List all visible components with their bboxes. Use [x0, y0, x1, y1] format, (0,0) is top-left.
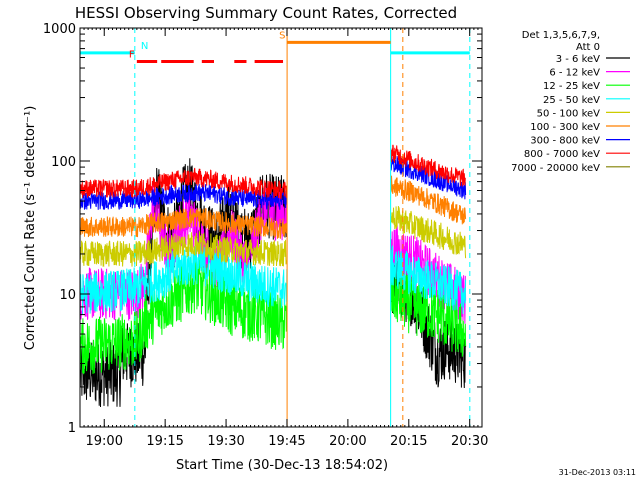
- legend-label: 800 - 7000 keV: [524, 149, 600, 160]
- generated-timestamp: 31-Dec-2013 03:11: [559, 468, 636, 477]
- x-tick-label: 19:45: [268, 434, 305, 449]
- y-tick-label: 1000: [43, 22, 76, 37]
- chart-title: HESSI Observing Summary Count Rates, Cor…: [75, 4, 457, 22]
- legend-label: 6 - 12 keV: [549, 68, 600, 79]
- legend-label: 300 - 800 keV: [530, 136, 600, 147]
- y-tick-label: 10: [59, 288, 76, 303]
- y-axis-label: Corrected Count Rate (s⁻¹ detector⁻¹): [23, 106, 38, 351]
- y-tick-label: 100: [51, 155, 76, 170]
- x-tick-label: 19:00: [86, 434, 123, 449]
- y-tick-label: 1: [68, 421, 76, 436]
- series-layer: [79, 144, 467, 408]
- legend: Det 1,3,5,6,7,9,Att 03 - 6 keV 6 - 12 keV…: [511, 30, 630, 174]
- x-axis-label: Start Time (30-Dec-13 18:54:02): [176, 458, 388, 473]
- flag-F-label: F: [129, 49, 135, 60]
- legend-label: 3 - 6 keV: [556, 54, 600, 65]
- series-line-5: [79, 175, 467, 239]
- x-tick-label: 19:15: [146, 434, 183, 449]
- plot-frame: [79, 27, 483, 428]
- series-4: [79, 205, 467, 268]
- legend-label: 50 - 100 keV: [537, 108, 601, 119]
- legend-label: 100 - 300 keV: [530, 122, 600, 133]
- legend-label: 12 - 25 keV: [543, 81, 600, 92]
- x-tick-label: 20:30: [451, 434, 488, 449]
- series-5: [79, 175, 467, 239]
- x-tick-label: 19:30: [207, 434, 244, 449]
- x-axis: 19:00 19:15 19:30 19:45 20:00 20:15 20:30: [79, 28, 488, 449]
- legend-header-line: Att 0: [576, 42, 600, 53]
- flag-N-label: N: [141, 41, 148, 52]
- flags-layer: NF S: [80, 30, 470, 63]
- legend-header-line: Det 1,3,5,6,7,9,: [522, 30, 600, 41]
- flag-S-label: S: [279, 30, 285, 41]
- series-line-4: [79, 205, 467, 268]
- x-tick-label: 20:00: [329, 434, 366, 449]
- x-tick-label: 20:15: [390, 434, 427, 449]
- legend-label: 25 - 50 keV: [543, 95, 600, 106]
- legend-label: 7000 - 20000 keV: [511, 163, 600, 174]
